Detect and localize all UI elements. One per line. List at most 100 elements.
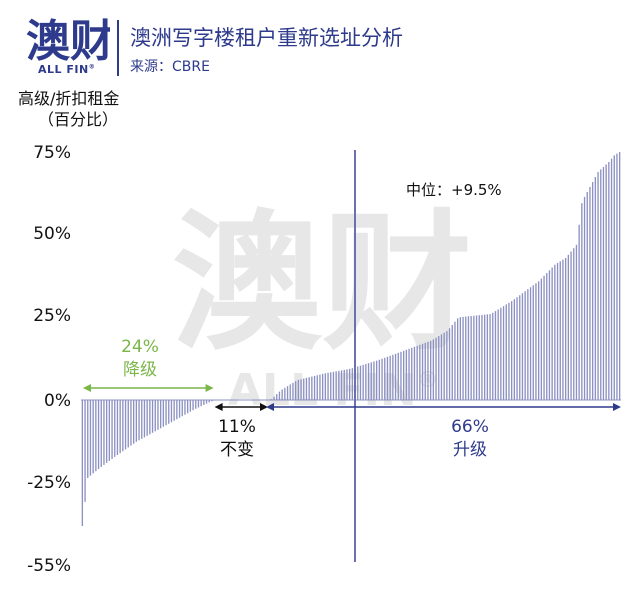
bar (502, 306, 505, 400)
bar (440, 334, 443, 400)
segment-upgrade-arrow (266, 403, 621, 411)
bar (429, 340, 432, 400)
bar (97, 400, 100, 469)
bar (591, 182, 594, 400)
bar (127, 400, 129, 448)
bar (303, 378, 305, 400)
bar (524, 291, 526, 400)
bar (195, 400, 197, 409)
bar (559, 261, 561, 400)
bar (367, 363, 370, 400)
bar (330, 372, 332, 400)
bar (124, 400, 127, 450)
arrow-head-left (83, 384, 91, 392)
bar (146, 400, 148, 436)
bar (448, 328, 451, 400)
bar (527, 289, 529, 400)
bar (157, 400, 159, 430)
bar (411, 347, 413, 400)
bar (421, 343, 424, 400)
bar (327, 372, 329, 400)
bar (211, 400, 213, 402)
source-note: 来源：CBRE (130, 59, 210, 75)
segment-unchanged: 11% 不变 (214, 403, 268, 460)
bar (470, 316, 472, 400)
bar (405, 349, 408, 400)
bar (402, 350, 405, 400)
bar (473, 315, 475, 400)
logo-text: ALL FIN® (38, 63, 96, 76)
bar (84, 400, 86, 502)
bar (276, 394, 278, 400)
bar (489, 314, 491, 400)
bar (618, 152, 621, 400)
bar (397, 352, 399, 400)
y-tick-label: 50% (33, 224, 71, 244)
header-divider (117, 20, 119, 76)
bar (297, 379, 300, 400)
header: 澳财 ALL FIN® 澳洲写字楼租户重新选址分析 来源：CBRE (0, 0, 637, 90)
bar (562, 259, 564, 400)
bar (313, 375, 316, 400)
bar (497, 309, 499, 400)
bar (567, 254, 570, 400)
bar (483, 314, 486, 400)
bar (89, 400, 92, 476)
bar (351, 368, 354, 400)
bar (143, 400, 146, 438)
bar (546, 273, 548, 400)
bar (551, 267, 553, 400)
bar (205, 400, 208, 404)
y-tick-label: -55% (27, 556, 71, 576)
bar (419, 344, 421, 400)
bar (186, 400, 189, 414)
bar (114, 400, 116, 457)
bar (116, 400, 119, 455)
bar (103, 400, 105, 465)
bar (600, 169, 602, 400)
bar (381, 358, 383, 400)
bar (435, 337, 437, 400)
bar (95, 400, 97, 472)
bar (348, 368, 351, 400)
bar (613, 155, 615, 400)
bar (610, 158, 613, 400)
bar (462, 316, 464, 400)
bar (535, 283, 537, 400)
segment-downgrade-percent: 24% (121, 337, 159, 357)
bar (316, 375, 318, 400)
median-label: 中位：+9.5% (406, 181, 502, 199)
bar (132, 400, 135, 444)
bar (486, 314, 489, 400)
y-axis-label-line2: （百分比） (38, 110, 119, 129)
bar (408, 348, 410, 400)
bar (100, 400, 102, 467)
bar (459, 317, 462, 400)
bar (375, 360, 378, 400)
arrow-head-left (266, 403, 274, 411)
bar (159, 400, 162, 429)
bar (505, 304, 507, 400)
bar (454, 321, 456, 400)
bar (529, 287, 532, 400)
bar (176, 400, 178, 420)
bar (605, 164, 607, 400)
bar (578, 224, 580, 400)
bar (362, 364, 364, 400)
bar (416, 345, 418, 400)
bar (602, 166, 605, 400)
bar (138, 400, 140, 441)
segment-downgrade-arrow (83, 384, 214, 392)
bar (278, 391, 281, 400)
bar (162, 400, 165, 427)
y-axis-label: 高级/折扣租金 （百分比） (18, 88, 119, 130)
bar (575, 244, 578, 400)
bar (427, 341, 429, 400)
bar (384, 357, 386, 400)
bar (192, 400, 194, 411)
bar (564, 257, 567, 400)
arrow-head-right (260, 403, 268, 411)
page-title: 澳洲写字楼租户重新选址分析 (130, 26, 403, 50)
bar (292, 382, 294, 400)
